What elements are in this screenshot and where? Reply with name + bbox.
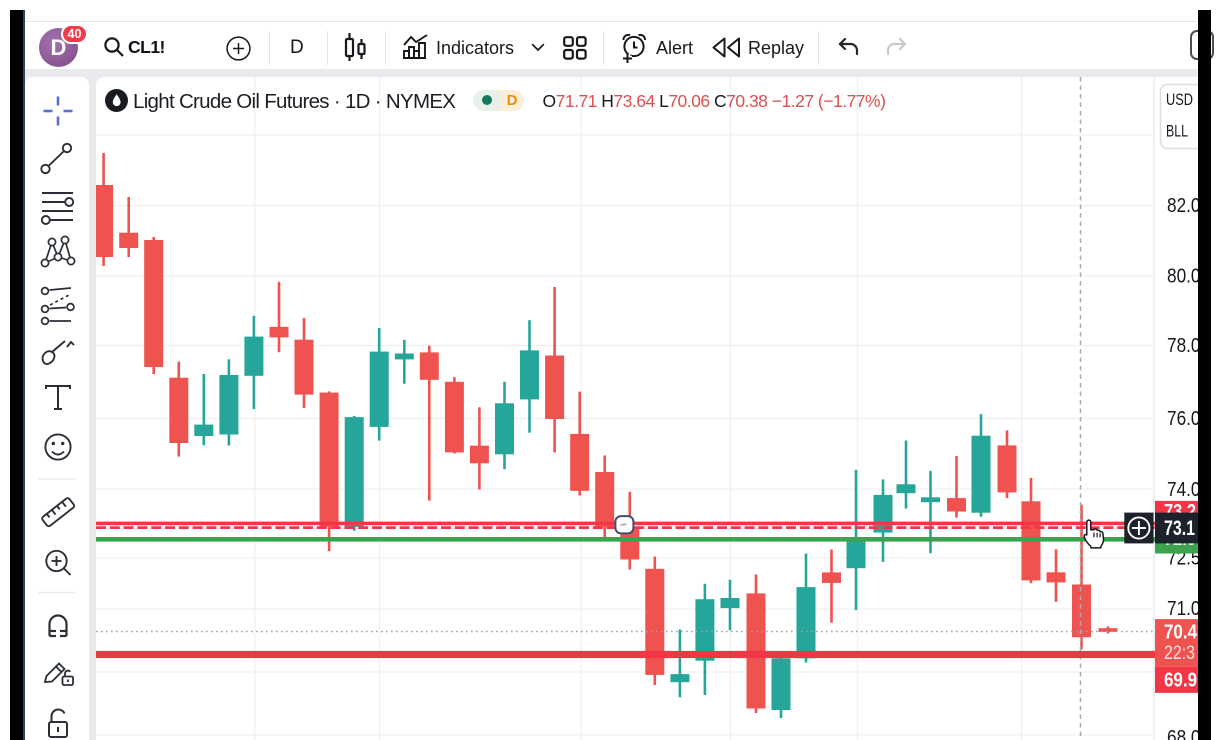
svg-text:69.9: 69.9 [1164,669,1197,691]
svg-text:82.0: 82.0 [1167,194,1198,217]
svg-text:74.0: 74.0 [1167,478,1198,501]
svg-text:70.4: 70.4 [1164,621,1198,643]
svg-text:USD: USD [1166,91,1193,109]
svg-text:78.0: 78.0 [1167,334,1198,357]
svg-text:80.0: 80.0 [1167,264,1198,287]
svg-text:68.0: 68.0 [1167,726,1198,740]
svg-text:76.0: 76.0 [1167,407,1198,430]
svg-text:22:3: 22:3 [1164,643,1195,664]
svg-text:73.1: 73.1 [1164,517,1195,540]
svg-text:BLL: BLL [1166,123,1188,141]
svg-text:71.0: 71.0 [1167,597,1198,620]
